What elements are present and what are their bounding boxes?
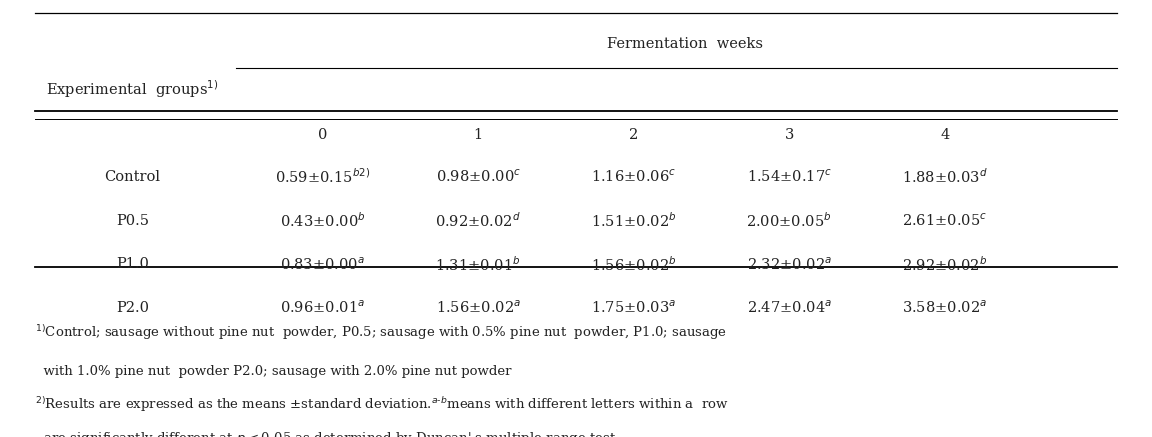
Text: 1.88±0.03$^{d}$: 1.88±0.03$^{d}$: [902, 168, 987, 186]
Text: with 1.0% pine nut  powder P2.0; sausage with 2.0% pine nut powder: with 1.0% pine nut powder P2.0; sausage …: [35, 365, 511, 378]
Text: Experimental  groups$^{1)}$: Experimental groups$^{1)}$: [46, 79, 219, 101]
Text: 0.59±0.15$^{b2)}$: 0.59±0.15$^{b2)}$: [275, 168, 370, 186]
Text: P2.0: P2.0: [116, 301, 149, 315]
Text: 1.51±0.02$^{b}$: 1.51±0.02$^{b}$: [591, 212, 676, 230]
Text: P0.5: P0.5: [116, 214, 149, 228]
Text: 2.00±0.05$^{b}$: 2.00±0.05$^{b}$: [746, 212, 832, 230]
Text: P1.0: P1.0: [116, 257, 149, 271]
Text: 3: 3: [785, 128, 794, 142]
Text: Fermentation  weeks: Fermentation weeks: [607, 37, 764, 51]
Text: 0.92±0.02$^{d}$: 0.92±0.02$^{d}$: [435, 212, 521, 230]
Text: 0.83±0.00$^{a}$: 0.83±0.00$^{a}$: [280, 256, 365, 273]
Text: 0.98±0.00$^{c}$: 0.98±0.00$^{c}$: [435, 169, 521, 185]
Text: 0.96±0.01$^{a}$: 0.96±0.01$^{a}$: [280, 300, 365, 316]
Text: 2.47±0.04$^{a}$: 2.47±0.04$^{a}$: [746, 300, 832, 316]
Text: 1.56±0.02$^{a}$: 1.56±0.02$^{a}$: [435, 300, 521, 316]
Text: 1.31±0.01$^{b}$: 1.31±0.01$^{b}$: [435, 255, 521, 274]
Text: Control: Control: [105, 170, 160, 184]
Text: 1.54±0.17$^{c}$: 1.54±0.17$^{c}$: [746, 169, 832, 185]
Text: 4: 4: [940, 128, 949, 142]
Text: 3.58±0.02$^{a}$: 3.58±0.02$^{a}$: [902, 300, 987, 316]
Text: $^{2)}$Results are expressed as the means $\pm$standard deviation.$^{a\text{-}b}: $^{2)}$Results are expressed as the mean…: [35, 395, 728, 414]
Text: 1.16±0.06$^{c}$: 1.16±0.06$^{c}$: [591, 169, 676, 185]
Text: 0: 0: [318, 128, 327, 142]
Text: $^{1)}$Control; sausage without pine nut  powder, P0.5; sausage with 0.5% pine n: $^{1)}$Control; sausage without pine nut…: [35, 323, 727, 342]
Text: 2.92±0.02$^{b}$: 2.92±0.02$^{b}$: [902, 255, 987, 274]
Text: 2: 2: [629, 128, 638, 142]
Text: 0.43±0.00$^{b}$: 0.43±0.00$^{b}$: [280, 212, 365, 230]
Text: 1: 1: [473, 128, 483, 142]
Text: 1.56±0.02$^{b}$: 1.56±0.02$^{b}$: [591, 255, 676, 274]
Text: are significantly different at $p$$<$0.05 as determined by Duncan' s multiple-ra: are significantly different at $p$$<$0.0…: [35, 430, 619, 437]
Text: 2.61±0.05$^{c}$: 2.61±0.05$^{c}$: [902, 212, 987, 229]
Text: 2.32±0.02$^{a}$: 2.32±0.02$^{a}$: [746, 256, 832, 273]
Text: 1.75±0.03$^{a}$: 1.75±0.03$^{a}$: [591, 300, 676, 316]
